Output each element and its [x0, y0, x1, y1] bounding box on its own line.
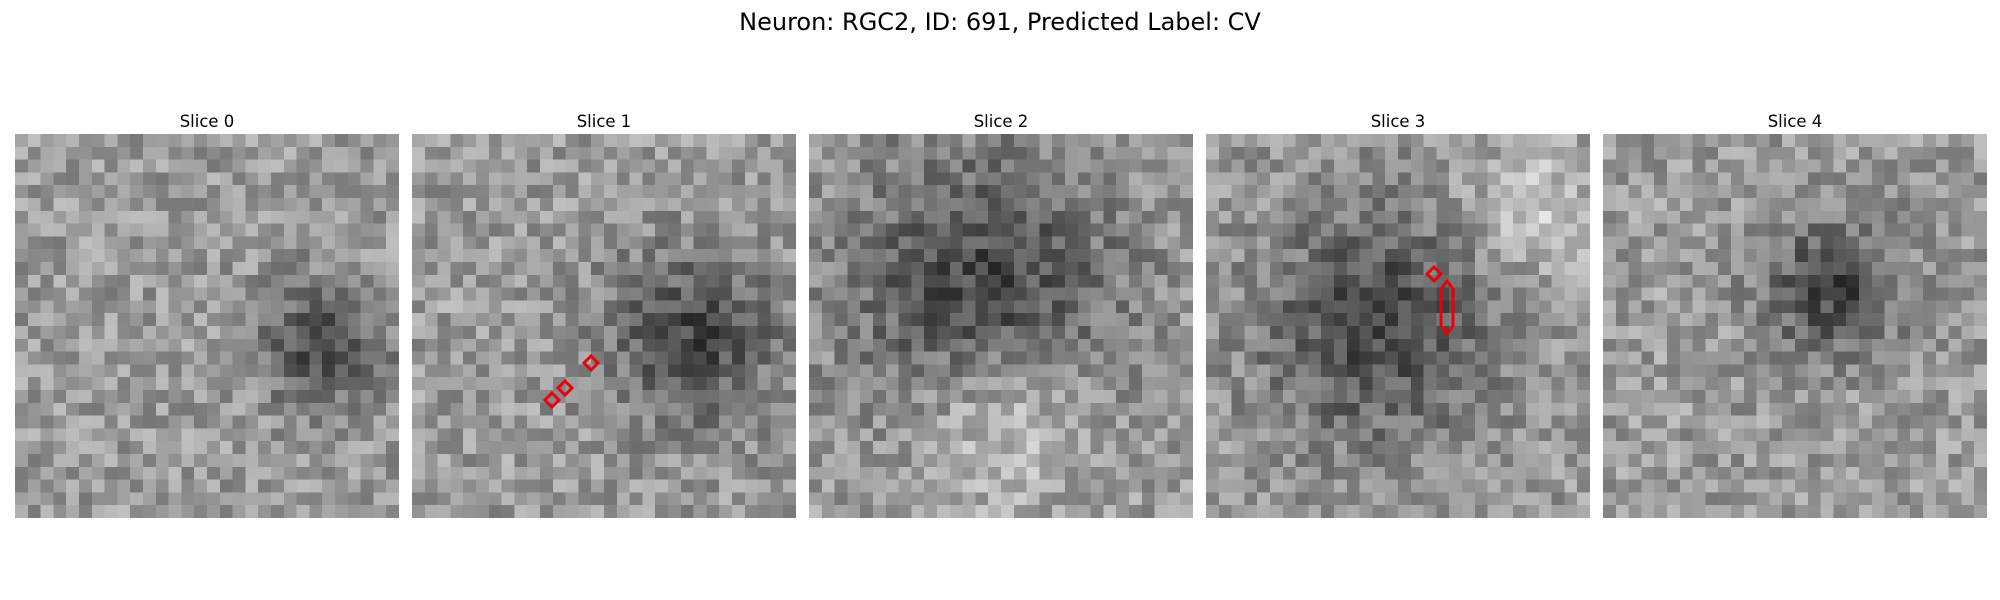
slice-title: Slice 4: [1767, 112, 1823, 131]
slice-panel-4: Slice 4: [1603, 110, 1987, 518]
slice-image: [1603, 134, 1987, 518]
marker-overlay: [542, 353, 601, 410]
slice-title: Slice 3: [1370, 112, 1426, 131]
hexagon-marker: [1439, 278, 1455, 337]
slice-image: [809, 134, 1193, 518]
slice-panel-1: Slice 1: [412, 110, 796, 518]
slice-image: [412, 134, 796, 518]
slice-image: [1206, 134, 1590, 518]
figure-title: Neuron: RGC2, ID: 691, Predicted Label: …: [739, 8, 1261, 36]
slice-image: [15, 134, 399, 518]
slice-panel-3: Slice 3: [1206, 110, 1590, 518]
slice-panel-2: Slice 2: [809, 110, 1193, 518]
slice-title: Slice 2: [973, 112, 1029, 131]
slice-panel-0: Slice 0: [15, 110, 399, 518]
marker-overlay: [1424, 264, 1455, 337]
diamond-marker: [542, 390, 562, 410]
slice-title: Slice 0: [179, 112, 235, 131]
diamond-marker: [1424, 264, 1444, 284]
diamond-marker: [581, 353, 601, 373]
diamond-marker: [555, 378, 575, 398]
slice-title: Slice 1: [576, 112, 632, 131]
